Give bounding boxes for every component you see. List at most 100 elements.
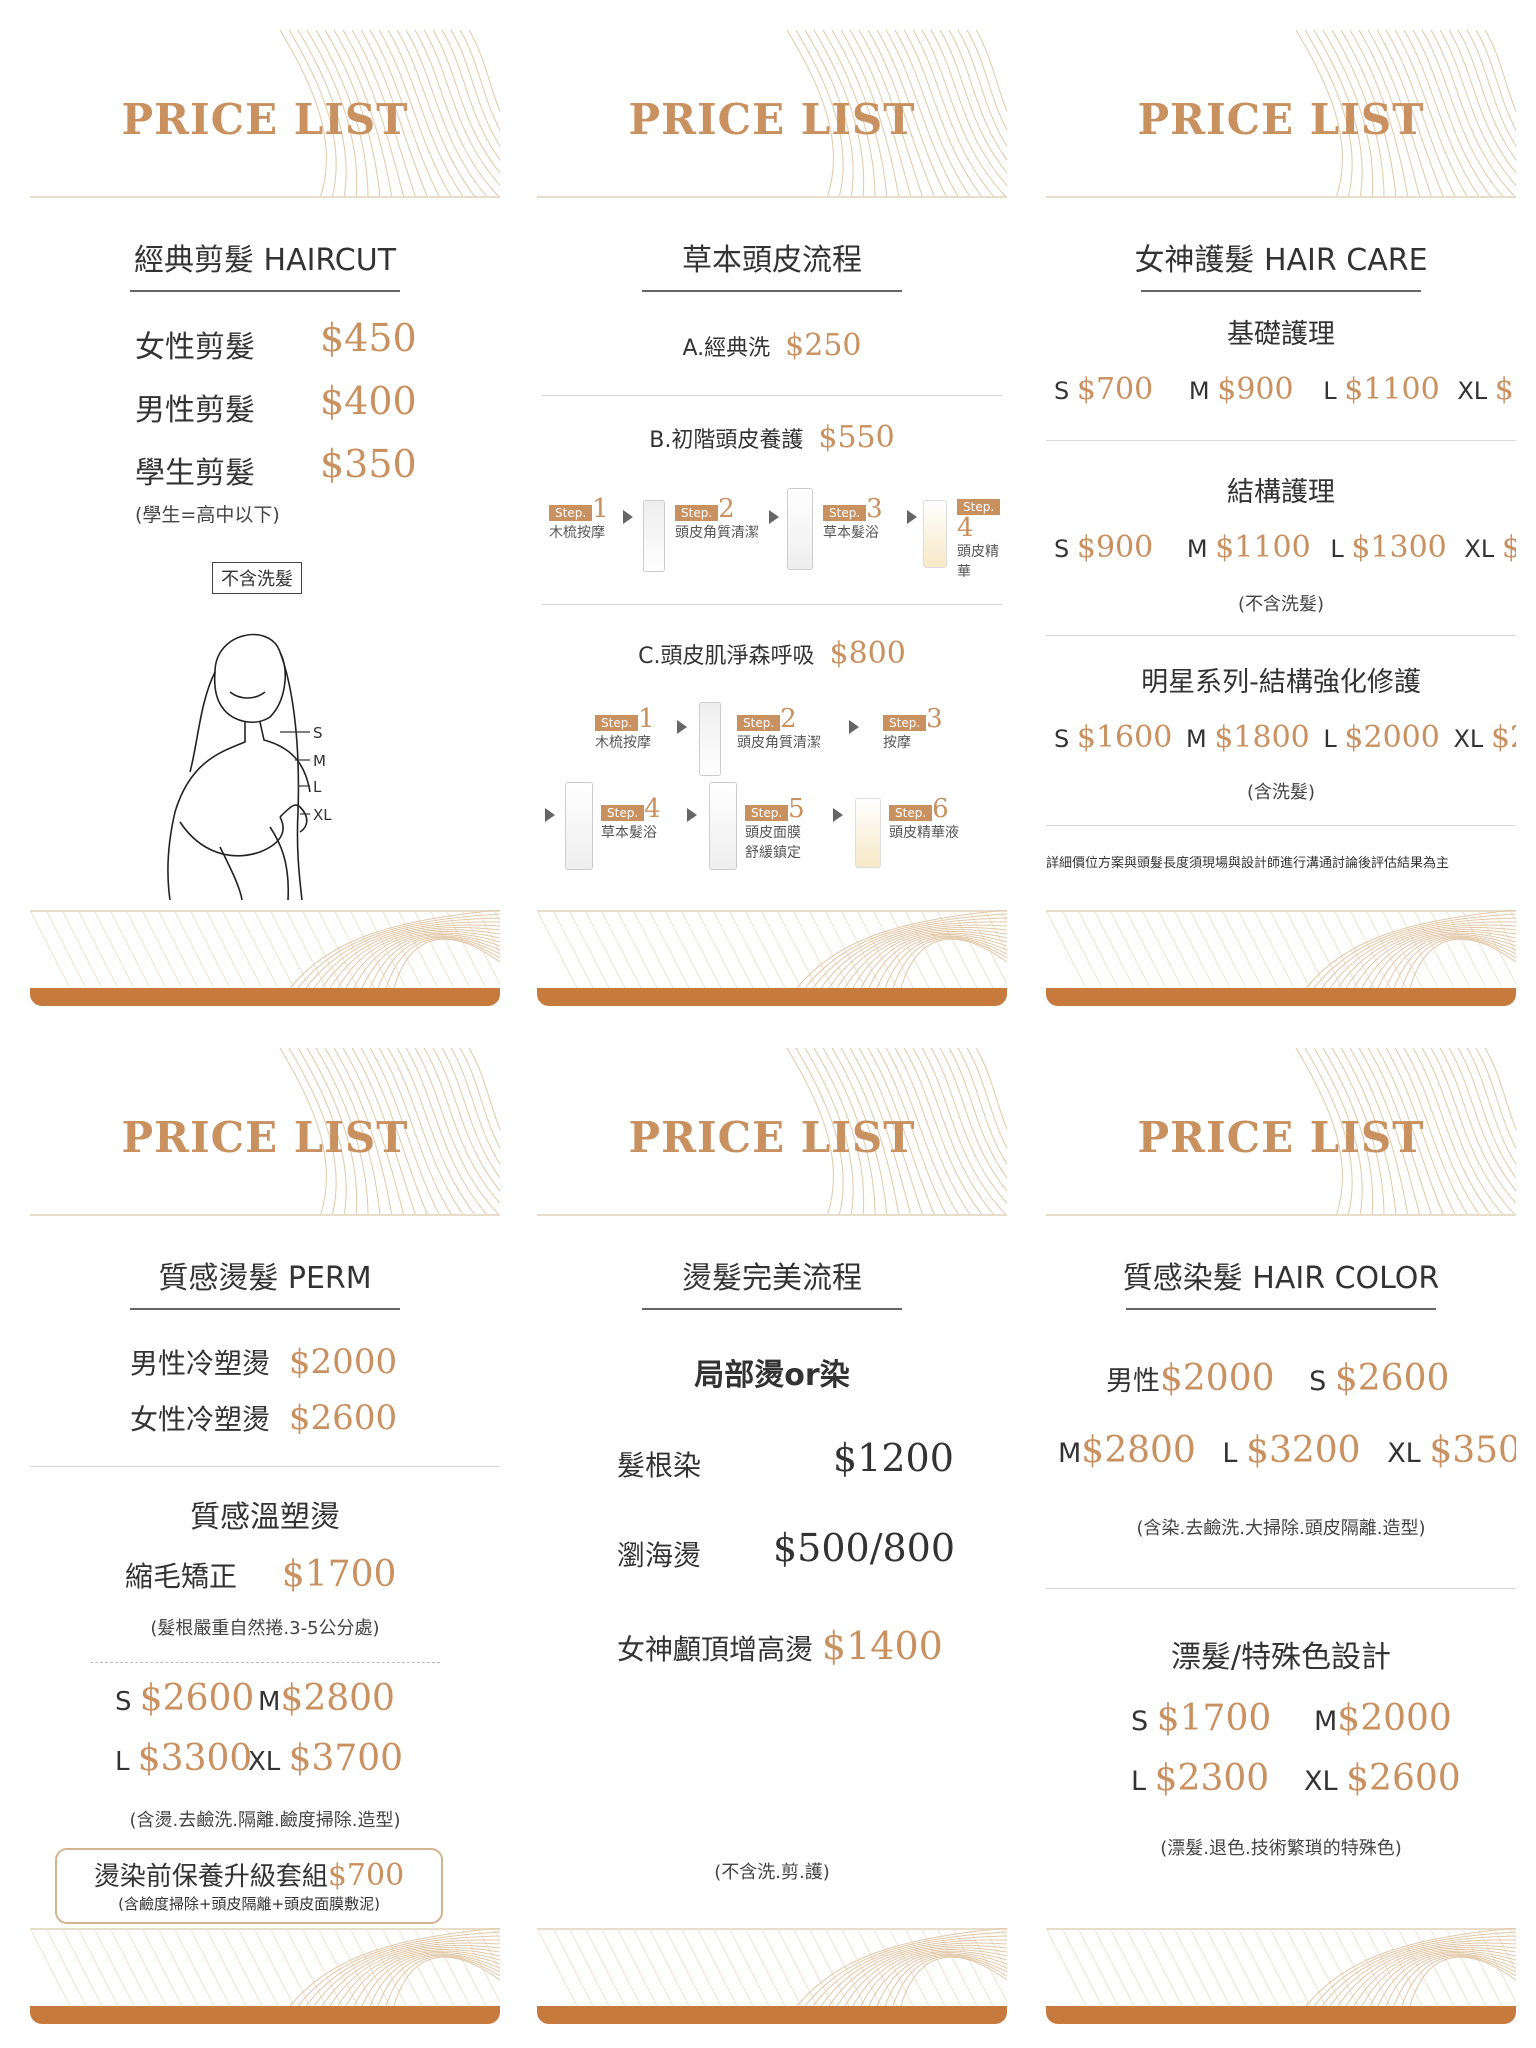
size-price-xl: XL $3700 <box>248 1738 404 1779</box>
tube-icon <box>699 702 721 776</box>
price-row: 男性冷塑燙 $2000 <box>130 1342 398 1382</box>
bleach-price-xl: XL $2600 <box>1304 1758 1461 1799</box>
step-b3: Step. 3 草本髮浴 <box>823 494 883 541</box>
frizz-note: (髮根嚴重自然捲.3-5公分處) <box>150 1618 380 1639</box>
card-footer <box>537 910 1007 1006</box>
bottle-icon <box>787 488 813 570</box>
price-row-c: C.頭皮肌淨森呼吸 $800 <box>638 636 906 671</box>
hair-length-illustration <box>167 633 311 900</box>
card-header: PRICE LIST <box>537 30 1007 198</box>
footer-pattern <box>30 1928 500 2007</box>
line-pattern-decoration <box>1295 1048 1516 1216</box>
footer-pattern <box>537 910 1007 989</box>
star-note: (含洗髮) <box>1246 782 1316 803</box>
price-list-title: PRICE LIST <box>628 95 916 144</box>
upgrade-package-box: 燙染前保養升級套組$700 (含鹼度掃除+頭皮隔離+頭皮面膜敷泥) <box>55 1848 443 1924</box>
line-pattern-decoration <box>279 30 500 198</box>
card-perm-flow: PRICE LIST 燙髮完美流程 局部燙or染 髮根染 $1200 瀏海燙 $… <box>537 1048 1007 2024</box>
subsection-title: 結構護理 <box>1227 477 1335 508</box>
section-heading: 質感燙髮 PERM <box>158 1261 372 1296</box>
step-c6: Step. 6 頭皮精華液 <box>889 794 959 841</box>
price-row: 瀏海燙 <box>617 1539 702 1572</box>
section-heading: 經典剪髮 HAIRCUT <box>133 243 397 278</box>
bottle-icon <box>709 782 737 870</box>
price-row: 髮根染 <box>617 1449 702 1482</box>
arrow-icon <box>907 510 917 524</box>
card-header: PRICE LIST <box>537 1048 1007 1216</box>
section-heading: 草本頭皮流程 <box>682 243 862 278</box>
card-hair-color: PRICE LIST 質感染髮 HAIR COLOR 男性$2000 S $26… <box>1046 1048 1516 2024</box>
size-price-m: M$2800 <box>258 1678 395 1719</box>
price-row: 女神顱頂增高燙 $1400 <box>617 1624 943 1668</box>
card-header: PRICE LIST <box>30 30 500 198</box>
color-note: (含染.去鹼洗.大掃除.頭皮隔離.造型) <box>1136 1518 1426 1539</box>
arrow-icon <box>769 510 779 524</box>
step-c5: Step. 5 頭皮面膜 舒緩鎮定 <box>745 794 805 861</box>
size-prices-star: S $1600 M $1800 L $2000 XL $2300 <box>1054 720 1516 755</box>
arrow-icon <box>677 720 687 734</box>
bleach-price-m: M$2000 <box>1314 1698 1452 1739</box>
price-list-title: PRICE LIST <box>628 1113 916 1162</box>
step-c2: Step. 2 頭皮角質清潔 <box>737 704 821 751</box>
upgrade-price: $700 <box>327 1858 405 1893</box>
card-header: PRICE LIST <box>30 1048 500 1216</box>
subsection-title: 基礎護理 <box>1227 319 1335 350</box>
arrow-icon <box>623 510 633 524</box>
footer-pattern <box>1046 1928 1516 2007</box>
card-footer <box>1046 910 1516 1006</box>
bottle-icon <box>565 782 593 870</box>
student-note: (學生=高中以下) <box>135 504 280 526</box>
card-footer <box>30 910 500 1006</box>
price-row-male: 男性$2000 S $2600 <box>1106 1358 1450 1399</box>
step-c1: Step. 1 木梳按摩 <box>595 704 655 751</box>
bleach-title: 漂髮/特殊色設計 <box>1170 1640 1392 1675</box>
step-c4: Step. 4 草本髮浴 <box>601 794 661 841</box>
size-prices-basic: S $700 M $900 L $1100 XL $1300 <box>1054 372 1516 407</box>
arrow-icon <box>833 808 843 822</box>
sub-heading: 局部燙or染 <box>694 1358 850 1393</box>
size-price-s: S $2600 <box>115 1678 255 1719</box>
card-footer <box>1046 1928 1516 2024</box>
price-row: 縮毛矯正 $1700 <box>125 1554 397 1595</box>
perm-prices-note: (含燙.去鹼洗.隔離.鹼度掃除.造型) <box>129 1810 401 1831</box>
line-pattern-decoration <box>279 1048 500 1216</box>
price-list-title: PRICE LIST <box>1137 1113 1425 1162</box>
card-footer <box>30 1928 500 2024</box>
card-header: PRICE LIST <box>1046 1048 1516 1216</box>
price-row-b: B.初階頭皮養護 $550 <box>649 420 895 455</box>
length-label-s: S <box>313 724 323 742</box>
price-list-title: PRICE LIST <box>121 95 409 144</box>
size-prices-structure: S $900 M $1100 L $1300 XL $1700 <box>1054 530 1516 565</box>
size-prices-color: M$2800 L $3200 XL $3500 <box>1058 1430 1516 1471</box>
tube-icon <box>643 500 665 572</box>
card-scalp: PRICE LIST 草本頭皮流程 A.經典洗 $250 B.初階頭皮養護 $5… <box>537 30 1007 1006</box>
price-row-a: A.經典洗 $250 <box>682 328 862 363</box>
price-list-title: PRICE LIST <box>121 1113 409 1162</box>
length-label-l: L <box>313 778 322 796</box>
price-value: $500/800 <box>773 1526 956 1570</box>
perm-flow-note: (不含洗.剪.護) <box>714 1862 830 1883</box>
no-wash-box: 不含洗髮 <box>212 562 302 594</box>
line-pattern-decoration <box>1295 30 1516 198</box>
price-row: 男性剪髮 $400 <box>135 379 417 428</box>
serum-bottle-icon <box>855 798 881 868</box>
bleach-price-s: S $1700 <box>1131 1698 1272 1739</box>
price-row: 女性冷塑燙 $2600 <box>130 1398 398 1438</box>
section-heading: 質感染髮 HAIR COLOR <box>1122 1261 1440 1296</box>
card-perm: PRICE LIST 質感燙髮 PERM 男性冷塑燙 $2000 女性冷塑燙 $… <box>30 1048 500 2024</box>
upgrade-note: (含鹼度掃除+頭皮隔離+頭皮面膜敷泥) <box>118 1895 380 1913</box>
length-label-m: M <box>313 752 326 770</box>
disclaimer-text: 詳細價位方案與頭髮長度須現場與設計師進行溝通討論後評估結果為主 <box>1046 856 1450 871</box>
price-row: 女性剪髮 $450 <box>135 316 417 365</box>
card-haircare: PRICE LIST 女神護髮 HAIR CARE 基礎護理 S $700 M … <box>1046 30 1516 1006</box>
card-footer <box>537 1928 1007 2024</box>
line-pattern-decoration <box>786 1048 1007 1216</box>
section-heading: 女神護髮 HAIR CARE <box>1134 243 1428 278</box>
section-heading: 燙髮完美流程 <box>682 1261 862 1296</box>
warm-perm-title: 質感溫塑燙 <box>190 1500 340 1535</box>
serum-bottle-icon <box>923 500 947 568</box>
price-value: $1200 <box>833 1436 954 1480</box>
price-row: 學生剪髮 $350 <box>135 442 417 491</box>
upgrade-label: 燙染前保養升級套組 <box>93 1862 328 1892</box>
bleach-price-l: L $2300 <box>1131 1758 1270 1799</box>
